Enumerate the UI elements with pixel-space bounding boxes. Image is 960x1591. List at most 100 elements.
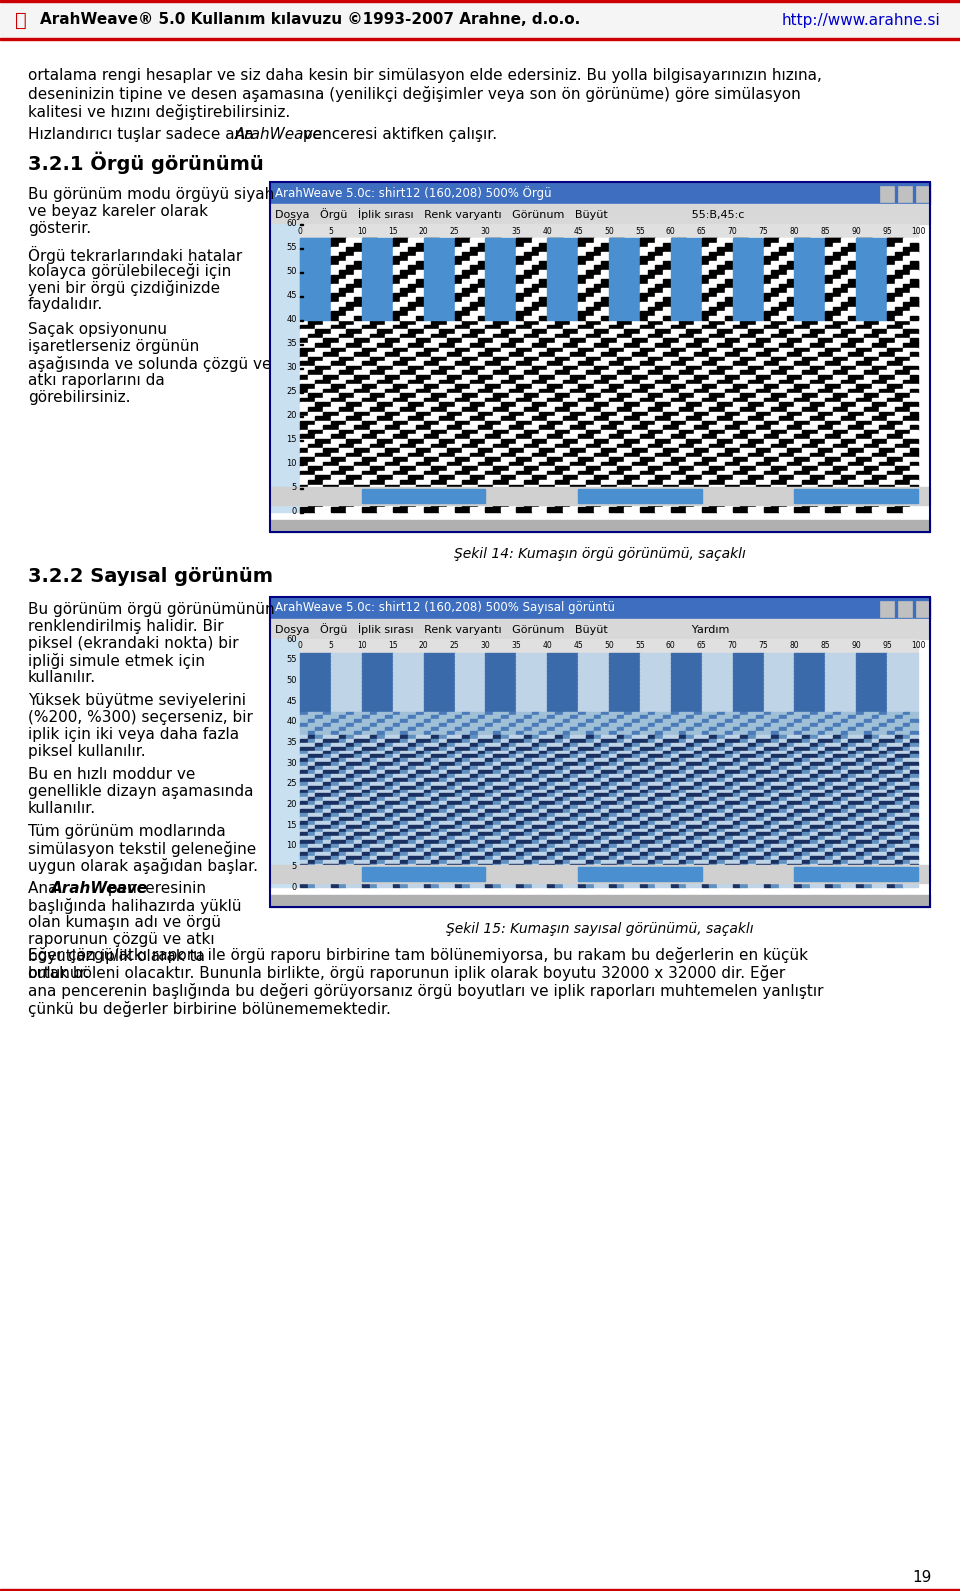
Bar xyxy=(663,388,671,393)
Bar xyxy=(593,393,601,398)
Bar xyxy=(393,329,400,334)
Bar xyxy=(725,312,732,315)
Bar xyxy=(686,767,694,770)
Bar xyxy=(316,829,324,832)
Bar xyxy=(748,312,756,315)
Bar xyxy=(803,356,810,361)
Bar xyxy=(532,660,540,665)
Bar xyxy=(423,256,431,261)
Bar xyxy=(671,388,679,393)
Bar xyxy=(686,417,694,420)
Bar xyxy=(563,298,570,302)
Bar xyxy=(872,845,879,848)
Bar xyxy=(702,449,709,452)
Bar xyxy=(439,278,446,283)
Bar xyxy=(354,412,362,417)
Bar xyxy=(400,312,408,315)
Bar xyxy=(902,813,910,816)
Bar xyxy=(431,302,439,307)
Bar xyxy=(686,420,694,425)
Bar xyxy=(694,665,702,668)
Bar xyxy=(732,730,740,735)
Bar xyxy=(478,724,486,727)
Bar xyxy=(324,288,331,293)
Bar xyxy=(555,488,563,493)
Text: 5: 5 xyxy=(328,226,333,235)
Bar xyxy=(454,307,462,312)
Bar xyxy=(717,802,725,805)
Bar xyxy=(362,471,370,476)
Bar xyxy=(872,687,879,692)
Bar xyxy=(324,746,331,751)
Bar xyxy=(339,730,347,735)
Bar xyxy=(563,837,570,840)
Bar xyxy=(532,412,540,417)
Bar xyxy=(362,802,370,805)
Bar xyxy=(756,476,763,480)
Bar xyxy=(786,856,795,859)
Bar xyxy=(732,407,740,412)
Bar xyxy=(316,851,324,856)
Bar xyxy=(370,851,377,856)
Bar xyxy=(795,657,803,660)
Bar xyxy=(439,293,446,298)
Bar xyxy=(648,471,656,476)
Bar xyxy=(316,859,324,864)
Bar xyxy=(593,266,601,270)
Bar xyxy=(910,457,918,461)
Bar xyxy=(902,288,910,293)
Bar xyxy=(616,824,624,829)
Bar xyxy=(570,270,578,275)
Bar xyxy=(454,808,462,813)
Bar xyxy=(633,652,640,657)
Bar xyxy=(895,508,902,512)
Bar xyxy=(470,856,478,859)
Bar xyxy=(540,251,547,256)
Bar xyxy=(362,856,370,859)
Bar xyxy=(423,298,431,302)
Bar xyxy=(478,366,486,371)
Bar xyxy=(895,703,902,708)
Bar xyxy=(431,275,439,278)
Bar xyxy=(408,315,416,320)
Bar xyxy=(423,488,431,493)
Bar xyxy=(902,457,910,461)
Bar xyxy=(454,278,462,283)
Bar xyxy=(879,307,887,312)
Bar xyxy=(616,767,624,770)
Bar xyxy=(532,786,540,789)
Bar xyxy=(408,256,416,261)
Bar xyxy=(826,816,833,821)
Bar xyxy=(601,239,609,242)
Bar xyxy=(725,781,732,786)
Bar xyxy=(640,684,648,687)
Bar xyxy=(486,681,493,684)
Bar xyxy=(377,681,385,684)
Bar xyxy=(910,738,918,743)
Bar xyxy=(593,339,601,344)
Bar xyxy=(786,668,795,673)
Bar xyxy=(671,256,679,261)
Bar xyxy=(841,256,849,261)
Bar xyxy=(640,315,648,320)
Bar xyxy=(872,727,879,730)
Bar xyxy=(393,430,400,434)
Bar xyxy=(803,261,810,266)
Bar xyxy=(795,283,803,288)
Bar xyxy=(725,312,732,315)
Bar xyxy=(856,657,864,660)
Bar xyxy=(803,684,810,687)
Text: genellikle dizayn aşamasında: genellikle dizayn aşamasında xyxy=(28,784,253,799)
Bar xyxy=(540,867,547,872)
Bar xyxy=(709,480,717,485)
Bar xyxy=(826,711,833,716)
Bar xyxy=(702,759,709,762)
Bar xyxy=(532,375,540,380)
Bar xyxy=(423,407,431,412)
Text: kullanılır.: kullanılır. xyxy=(28,670,96,686)
Bar xyxy=(423,398,431,403)
Bar xyxy=(555,312,563,315)
Bar xyxy=(347,767,354,770)
Bar xyxy=(740,770,748,773)
Bar xyxy=(795,242,803,247)
